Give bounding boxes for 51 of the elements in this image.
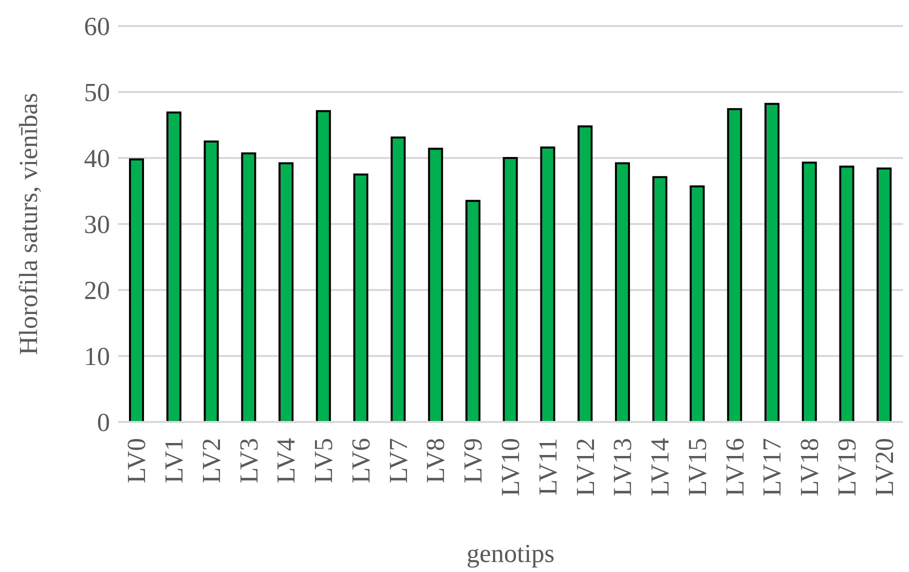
- bar: [578, 125, 593, 422]
- x-tick-label: LV13: [608, 438, 638, 496]
- x-axis-title: genotips: [466, 539, 555, 568]
- x-tick-label: LV2: [196, 438, 226, 484]
- x-tick-label: LV7: [384, 438, 413, 484]
- x-tick-label: LV14: [646, 438, 675, 496]
- bar: [166, 111, 182, 422]
- bar: [876, 168, 892, 422]
- bar: [540, 146, 556, 422]
- x-tick-label: LV19: [832, 438, 862, 496]
- bar: [353, 174, 368, 422]
- x-tick-label: LV9: [458, 438, 488, 484]
- bar: [614, 162, 630, 422]
- y-tick-label: 50: [84, 78, 110, 108]
- y-axis-title: Hlorofila saturs, vienības: [14, 92, 44, 356]
- x-tick-label: LV8: [421, 438, 450, 484]
- y-tick-label: 40: [84, 144, 110, 174]
- x-tick-label: LV11: [533, 438, 562, 496]
- x-tick-label: LV12: [570, 438, 600, 496]
- x-tick-label: LV1: [160, 438, 189, 484]
- bar: [802, 162, 817, 422]
- bar: [690, 185, 705, 422]
- y-tick-label: 30: [84, 210, 110, 240]
- x-tick-label: LV6: [346, 438, 376, 484]
- x-tick-label: LV15: [682, 438, 712, 496]
- y-tick-label: 20: [84, 276, 110, 306]
- y-tick-label: 0: [97, 408, 110, 438]
- bar: [465, 200, 480, 422]
- bar: [727, 108, 742, 422]
- x-tick-label: LV10: [496, 438, 525, 496]
- bar: [390, 136, 406, 422]
- bar: [241, 152, 256, 422]
- x-tick-label: LV16: [720, 438, 750, 496]
- bar: [764, 102, 780, 422]
- y-tick-label: 60: [84, 12, 110, 42]
- x-tick-label: LV18: [795, 438, 824, 496]
- bar: [502, 157, 518, 422]
- bar: [129, 158, 144, 422]
- y-tick-label: 10: [84, 342, 110, 372]
- bar: [278, 162, 294, 422]
- bar: [316, 110, 331, 422]
- bar: [204, 140, 219, 422]
- bar: [428, 148, 444, 422]
- bar: [652, 176, 668, 422]
- x-tick-label: LV3: [234, 438, 264, 484]
- x-tick-label: LV20: [870, 438, 899, 496]
- bar: [839, 166, 854, 422]
- x-tick-label: LV0: [122, 438, 152, 484]
- x-tick-label: LV5: [309, 438, 338, 484]
- x-tick-label: LV17: [758, 438, 787, 496]
- x-tick-label: LV4: [272, 438, 301, 484]
